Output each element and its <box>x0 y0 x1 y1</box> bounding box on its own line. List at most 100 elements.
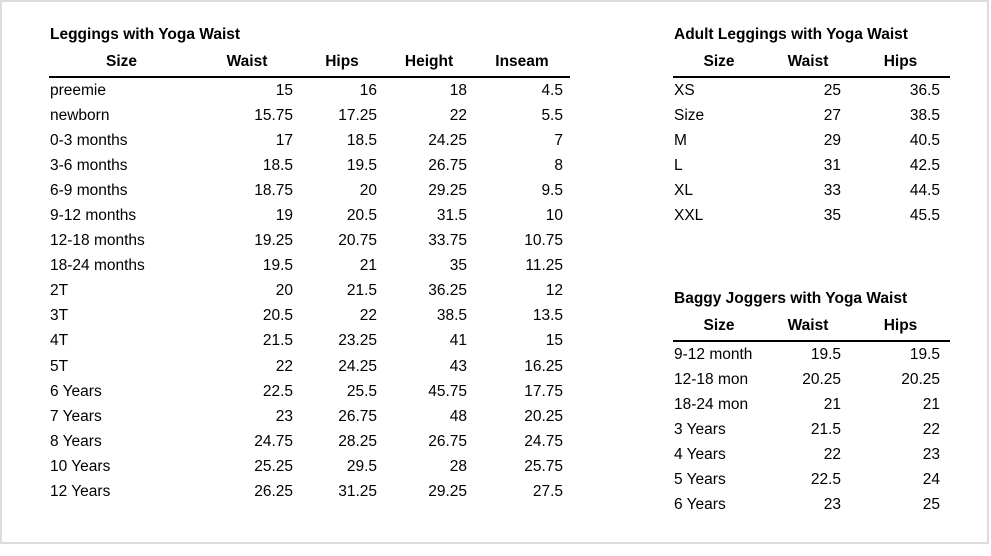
size-cell: XXL <box>674 207 704 225</box>
table-row: XS 25 36.5 <box>673 77 950 103</box>
table-row: 12 Years 26.25 31.25 29.25 27.5 <box>49 480 570 505</box>
value-cell: 29.25 <box>428 181 467 199</box>
table-row: newborn 15.75 17.25 22 5.5 <box>49 103 570 128</box>
table-row: 5 Years 22.5 24 <box>673 467 950 492</box>
table-row: 5T 22 24.25 43 16.25 <box>49 354 570 379</box>
value-cell: 8 <box>554 156 563 174</box>
size-cell: 7 Years <box>50 407 102 425</box>
value-cell: 20.5 <box>262 307 293 325</box>
size-cell: M <box>674 131 687 149</box>
value-cell: 41 <box>449 332 467 350</box>
value-cell: 44.5 <box>909 181 940 199</box>
table-row: 18-24 mon 21 21 <box>673 392 950 417</box>
value-cell: 25.5 <box>346 382 377 400</box>
table-row: 3-6 months 18.5 19.5 26.75 8 <box>49 153 570 178</box>
value-cell: 17.75 <box>524 382 563 400</box>
value-cell: 31.5 <box>436 207 467 225</box>
value-cell: 45.75 <box>428 382 467 400</box>
value-cell: 22 <box>823 445 841 463</box>
value-cell: 28.25 <box>338 432 377 450</box>
value-cell: 23 <box>275 407 293 425</box>
table-row: 4T 21.5 23.25 41 15 <box>49 329 570 354</box>
table-row: 12-18 mon 20.25 20.25 <box>673 367 950 392</box>
size-cell: 9-12 months <box>50 207 137 225</box>
value-cell: 21 <box>922 395 940 413</box>
value-cell: 20.5 <box>346 207 377 225</box>
value-cell: 26.75 <box>428 432 467 450</box>
table-row: 6-9 months 18.75 20 29.25 9.5 <box>49 178 570 203</box>
column-header: Hips <box>851 312 950 342</box>
value-cell: 22.5 <box>810 471 841 489</box>
baggy-joggers-size-table: Size Waist Hips 9-12 month 19.5 19.5 12-18 mo… <box>673 312 950 518</box>
value-cell: 29.25 <box>428 483 467 501</box>
size-cell: 5 Years <box>674 471 726 489</box>
table-row: 2T 20 21.5 36.25 12 <box>49 279 570 304</box>
table-row: 9-12 months 19 20.5 31.5 10 <box>49 203 570 228</box>
value-cell: 29 <box>823 131 841 149</box>
value-cell: 33 <box>823 181 841 199</box>
value-cell: 25 <box>823 81 841 99</box>
value-cell: 24.75 <box>254 432 293 450</box>
table-row: 3 Years 21.5 22 <box>673 417 950 442</box>
value-cell: 22.5 <box>262 382 293 400</box>
value-cell: 26.25 <box>254 483 293 501</box>
value-cell: 20 <box>275 282 293 300</box>
size-cell: 6-9 months <box>50 181 128 199</box>
value-cell: 19.5 <box>346 156 377 174</box>
value-cell: 20.75 <box>338 232 377 250</box>
table-row: Size 27 38.5 <box>673 103 950 128</box>
value-cell: 35 <box>823 207 841 225</box>
value-cell: 15 <box>545 332 563 350</box>
table-row: XXL 35 45.5 <box>673 203 950 228</box>
value-cell: 15 <box>275 81 293 99</box>
value-cell: 38.5 <box>436 307 467 325</box>
value-cell: 21.5 <box>810 420 841 438</box>
size-cell: 18-24 mon <box>674 395 749 413</box>
size-cell: XL <box>674 181 693 199</box>
value-cell: 16 <box>359 81 377 99</box>
column-header: Hips <box>851 48 950 78</box>
table-row: 8 Years 24.75 28.25 26.75 24.75 <box>49 429 570 454</box>
size-cell: newborn <box>50 106 110 124</box>
value-cell: 22 <box>359 307 377 325</box>
value-cell: 21.5 <box>346 282 377 300</box>
value-cell: 11.25 <box>525 257 563 275</box>
table-row: XL 33 44.5 <box>673 178 950 203</box>
value-cell: 22 <box>275 357 293 375</box>
sheet-frame: Leggings with Yoga Waist Size Waist Hips He… <box>0 0 989 544</box>
size-cell: 3 Years <box>674 420 726 438</box>
value-cell: 9.5 <box>541 181 563 199</box>
value-cell: 23 <box>823 496 841 514</box>
header-row: Size Waist Hips Height Inseam <box>49 48 570 78</box>
column-header: Size <box>49 48 194 78</box>
table-row: 4 Years 22 23 <box>673 442 950 467</box>
size-cell: 18-24 months <box>50 257 145 275</box>
table-title: Leggings with Yoga Waist <box>50 26 241 43</box>
adult-leggings-size-table-section: Adult Leggings with Yoga Waist Size Waist… <box>673 21 950 229</box>
table-row: 10 Years 25.25 29.5 28 25.75 <box>49 454 570 479</box>
size-cell: 9-12 month <box>674 345 753 363</box>
table-row: 6 Years 22.5 25.5 45.75 17.75 <box>49 379 570 404</box>
column-header: Height <box>384 48 474 78</box>
value-cell: 5.5 <box>541 106 563 124</box>
size-cell: 12-18 months <box>50 232 145 250</box>
table-row: 6 Years 23 25 <box>673 493 950 518</box>
table-row: 18-24 months 19.5 21 35 11.25 <box>49 254 570 279</box>
size-cell: 2T <box>50 282 69 300</box>
value-cell: 7 <box>554 131 563 149</box>
size-cell: 12-18 mon <box>674 370 749 388</box>
column-header: Hips <box>300 48 384 78</box>
value-cell: 23.25 <box>338 332 377 350</box>
value-cell: 43 <box>449 357 467 375</box>
value-cell: 29.5 <box>346 457 377 475</box>
column-header: Inseam <box>474 48 570 78</box>
size-cell: 3-6 months <box>50 156 128 174</box>
value-cell: 25.75 <box>524 457 563 475</box>
size-cell: L <box>674 156 683 174</box>
value-cell: 31 <box>823 156 841 174</box>
value-cell: 25.25 <box>254 457 293 475</box>
value-cell: 18.5 <box>262 156 293 174</box>
value-cell: 17.25 <box>338 106 377 124</box>
value-cell: 26.75 <box>428 156 467 174</box>
value-cell: 24.25 <box>338 357 377 375</box>
